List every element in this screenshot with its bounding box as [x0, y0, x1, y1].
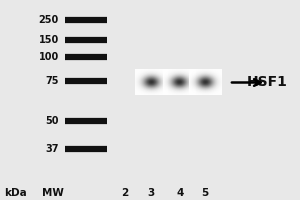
Bar — [65, 12, 218, 188]
Text: 37: 37 — [45, 144, 59, 154]
Text: 50: 50 — [45, 116, 59, 126]
Text: 5: 5 — [202, 188, 209, 198]
Text: MW: MW — [42, 188, 64, 198]
Text: kDa: kDa — [4, 188, 27, 198]
Text: 150: 150 — [39, 35, 59, 45]
Text: 4: 4 — [176, 188, 183, 198]
Text: HSF1: HSF1 — [247, 75, 288, 89]
Text: 3: 3 — [148, 188, 155, 198]
Text: 2: 2 — [121, 188, 128, 198]
Text: 75: 75 — [45, 76, 59, 86]
Text: 100: 100 — [39, 52, 59, 62]
Text: 250: 250 — [39, 15, 59, 25]
